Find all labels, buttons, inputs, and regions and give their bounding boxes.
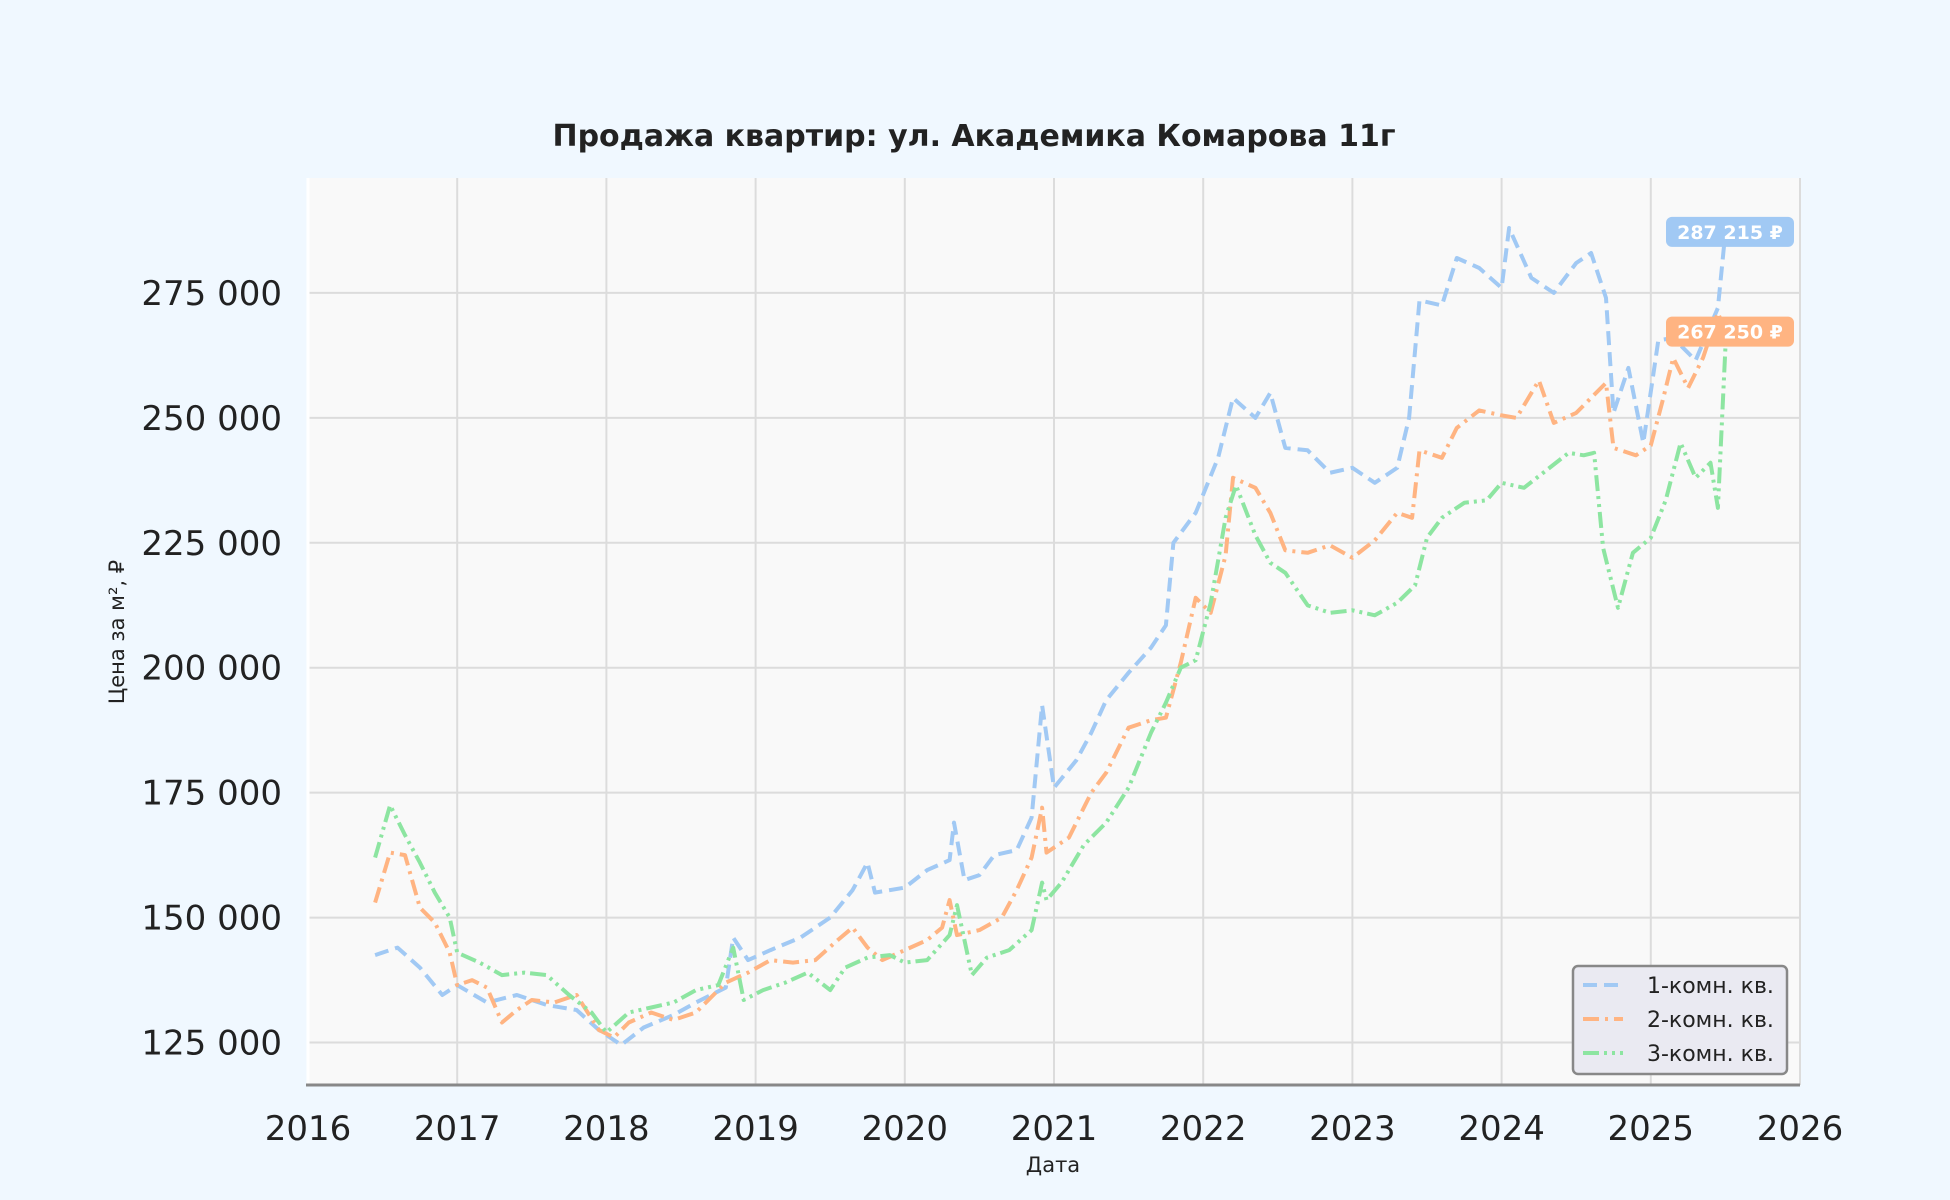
grid-lines (307, 178, 1801, 1085)
y-tick-label: 250 000 (141, 399, 282, 439)
x-tick-label: 2019 (712, 1109, 799, 1149)
series-layer (373, 226, 1728, 1047)
y-tick-label: 275 000 (141, 274, 282, 314)
series-line-3 (373, 347, 1728, 1035)
x-tick-label: 2016 (265, 1109, 352, 1149)
chart-title: Продажа квартир: ул. Академика Комарова … (552, 119, 1395, 154)
x-tick-label: 2025 (1608, 1109, 1695, 1149)
legend-box (1571, 964, 1789, 1076)
y-tick-label: 125 000 (141, 1024, 282, 1064)
last-value-badges: 287 215 ₽ 267 250 ₽ (1666, 216, 1794, 347)
x-tick-label: 2024 (1458, 1109, 1545, 1149)
y-tick-label: 200 000 (141, 649, 282, 689)
x-tick-label: 2021 (1011, 1109, 1098, 1149)
x-tick-label: 2023 (1309, 1109, 1396, 1149)
x-tick-label: 2026 (1757, 1109, 1844, 1149)
legend-label-1: 1-комн. кв. (1647, 974, 1774, 999)
legend: 1-комн. кв. 2-комн. кв. 3-комн. кв. (1571, 964, 1789, 1076)
y-tick-label: 175 000 (141, 774, 282, 814)
last-value-badge-2 (1666, 316, 1794, 347)
y-axis-label: Цена за м², ₽ (105, 560, 129, 704)
last-value-label-1: 287 215 ₽ (1677, 222, 1783, 244)
legend-label-3: 3-комн. кв. (1647, 1042, 1774, 1067)
x-tick-label: 2022 (1160, 1109, 1247, 1149)
axes: 2016 2017 2018 2019 2020 2021 2022 2023 2024 2025… (141, 178, 1843, 1149)
series-line-2 (373, 310, 1728, 1040)
legend-label-2: 2-комн. кв. (1647, 1008, 1774, 1033)
x-tick-label: 2020 (862, 1109, 949, 1149)
last-value-label-2: 267 250 ₽ (1677, 322, 1783, 344)
x-axis-label: Дата (1026, 1153, 1080, 1177)
y-tick-label: 225 000 (141, 524, 282, 564)
y-tick-label: 150 000 (141, 899, 282, 939)
series-line-1 (374, 226, 1728, 1047)
x-tick-label: 2017 (414, 1109, 501, 1149)
x-tick-label: 2018 (563, 1109, 650, 1149)
last-value-badge-1 (1666, 216, 1794, 247)
